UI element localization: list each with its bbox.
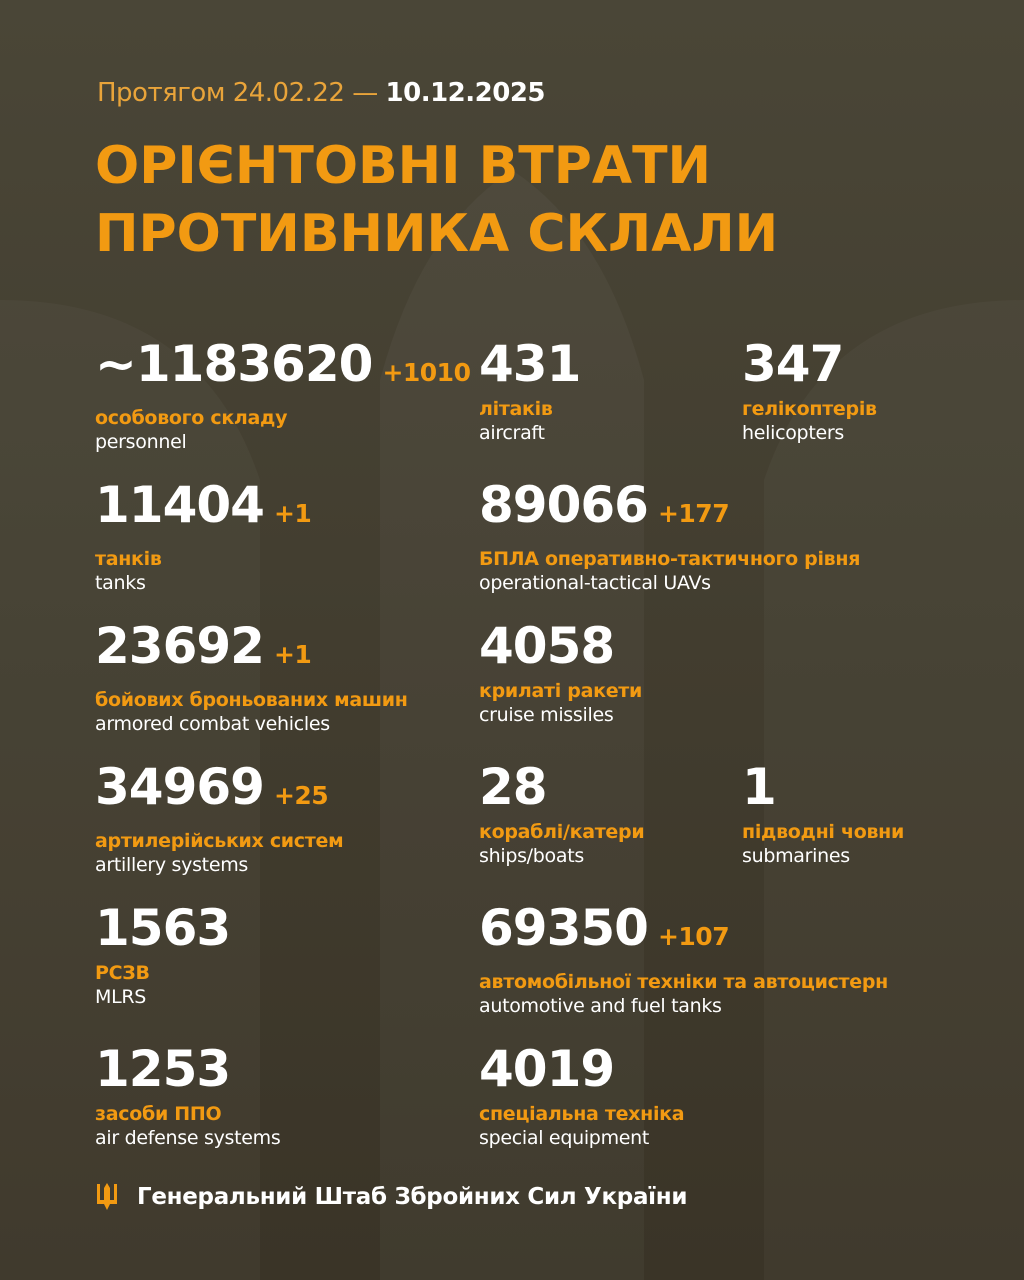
value: ~1183620 xyxy=(95,335,373,393)
title-line-2: ПРОТИВНИКА СКЛАЛИ xyxy=(95,204,779,264)
label-ua: артилерійських систем xyxy=(95,830,344,852)
stat-value: 1 xyxy=(742,761,904,813)
label-ua: автомобільної техніки та автоцистерн xyxy=(479,971,888,993)
stat-ships-boats: 28 кораблі/катери ships/boats xyxy=(479,761,645,867)
stat-value: 347 xyxy=(742,338,877,390)
stat-value: 23692 +1 xyxy=(95,620,408,681)
label-en: aircraft xyxy=(479,422,545,444)
label-en: tanks xyxy=(95,572,146,594)
label-en: armored combat vehicles xyxy=(95,713,330,735)
value: 431 xyxy=(479,335,581,393)
label-ua: літаків xyxy=(479,398,553,420)
value: 4058 xyxy=(479,617,615,675)
period: Протягом 24.02.22 — 10.12.2025 xyxy=(97,78,546,108)
value: 11404 xyxy=(95,476,265,534)
delta: +1 xyxy=(273,499,312,528)
footer-org: Генеральний Штаб Збройних Сил України xyxy=(137,1184,688,1210)
stat-value: 28 xyxy=(479,761,644,813)
label-ua: БПЛА оперативно-тактичного рівня xyxy=(479,548,861,570)
stat-automotive-and-fuel-tanks: 69350 +107 автомобільної техніки та автоци… xyxy=(479,902,888,1017)
label-en: submarines xyxy=(742,845,850,867)
value: 347 xyxy=(742,335,844,393)
label-ua: гелікоптерів xyxy=(742,398,877,420)
stat-armored-combat-vehicles: 23692 +1 бойових броньованих машин armored … xyxy=(95,620,408,735)
label-en: air defense systems xyxy=(95,1127,281,1149)
stat-personnel: ~1183620 +1010 особового складу personnel xyxy=(95,335,471,453)
label-en: cruise missiles xyxy=(479,704,614,726)
stat-value: 4058 xyxy=(479,620,642,672)
label-ua: спеціальна техніка xyxy=(479,1103,685,1125)
label-en: MLRS xyxy=(95,986,147,1008)
delta: +1 xyxy=(273,640,312,669)
period-start: Протягом 24.02.22 — xyxy=(97,78,378,108)
label-en: special equipment xyxy=(479,1127,650,1149)
title-line-1: ОРІЄНТОВНІ ВТРАТИ xyxy=(95,136,712,196)
stat-value: 4019 xyxy=(479,1043,684,1095)
value: 23692 xyxy=(95,617,265,675)
label-ua: бойових броньованих машин xyxy=(95,689,408,711)
stat-value: 1563 xyxy=(95,899,231,957)
label-en: automotive and fuel tanks xyxy=(479,995,722,1017)
stat-value: 34969 +25 xyxy=(95,761,343,822)
label-ua: РСЗВ xyxy=(95,962,150,984)
label-ua: танків xyxy=(95,548,162,570)
delta: +25 xyxy=(273,781,329,810)
delta: +1010 xyxy=(382,358,471,387)
stat-helicopters: 347 гелікоптерів helicopters xyxy=(742,338,877,444)
label-en: personnel xyxy=(95,431,187,453)
label-ua: засоби ППО xyxy=(95,1103,222,1125)
stat-tanks: 11404 +1 танків tanks xyxy=(95,476,312,594)
value: 1253 xyxy=(95,1040,231,1098)
label-en: ships/boats xyxy=(479,845,584,867)
stat-value: 1253 xyxy=(95,1043,280,1095)
value: 89066 xyxy=(479,476,649,534)
value: 34969 xyxy=(95,758,265,816)
stat-value: ~1183620 +1010 xyxy=(95,335,471,399)
stat-submarines: 1 підводні човни submarines xyxy=(742,761,904,867)
delta: +107 xyxy=(657,922,730,951)
stat-value: 431 xyxy=(479,335,581,393)
value: 28 xyxy=(479,758,548,816)
page-title: ОРІЄНТОВНІ ВТРАТИ ПРОТИВНИКА СКЛАЛИ xyxy=(95,132,778,268)
stat-value: 11404 +1 xyxy=(95,476,312,540)
label-en: operational-tactical UAVs xyxy=(479,572,711,594)
stat-mlrs: 1563 РСЗВ MLRS xyxy=(95,899,231,1008)
label-ua: кораблі/катери xyxy=(479,821,645,843)
stat-artillery-systems: 34969 +25 артилерійських систем artillery s… xyxy=(95,761,344,876)
label-ua: особового складу xyxy=(95,407,288,429)
stat-aircraft: 431 літаків aircraft xyxy=(479,335,581,444)
value: 1 xyxy=(742,758,777,816)
value: 4019 xyxy=(479,1040,615,1098)
stat-special-equipment: 4019 спеціальна техніка special equipment xyxy=(479,1043,685,1149)
label-en: helicopters xyxy=(742,422,844,444)
value: 1563 xyxy=(95,899,231,957)
stat-value: 69350 +107 xyxy=(479,902,888,963)
value: 69350 xyxy=(479,899,649,957)
stat-air-defense-systems: 1253 засоби ППО air defense systems xyxy=(95,1043,281,1149)
stat-operational-tactical-uavs: 89066 +177 БПЛА оперативно-тактичного рівн… xyxy=(479,479,860,594)
label-ua: крилаті ракети xyxy=(479,680,643,702)
stat-cruise-missiles: 4058 крилаті ракети cruise missiles xyxy=(479,620,642,726)
label-ua: підводні човни xyxy=(742,821,905,843)
period-end: 10.12.2025 xyxy=(385,78,546,108)
footer: Генеральний Штаб Збройних Сил України xyxy=(95,1182,687,1212)
trident-icon xyxy=(97,1183,117,1210)
label-en: artillery systems xyxy=(95,854,249,876)
delta: +177 xyxy=(657,499,730,528)
stat-value: 89066 +177 xyxy=(479,479,860,540)
